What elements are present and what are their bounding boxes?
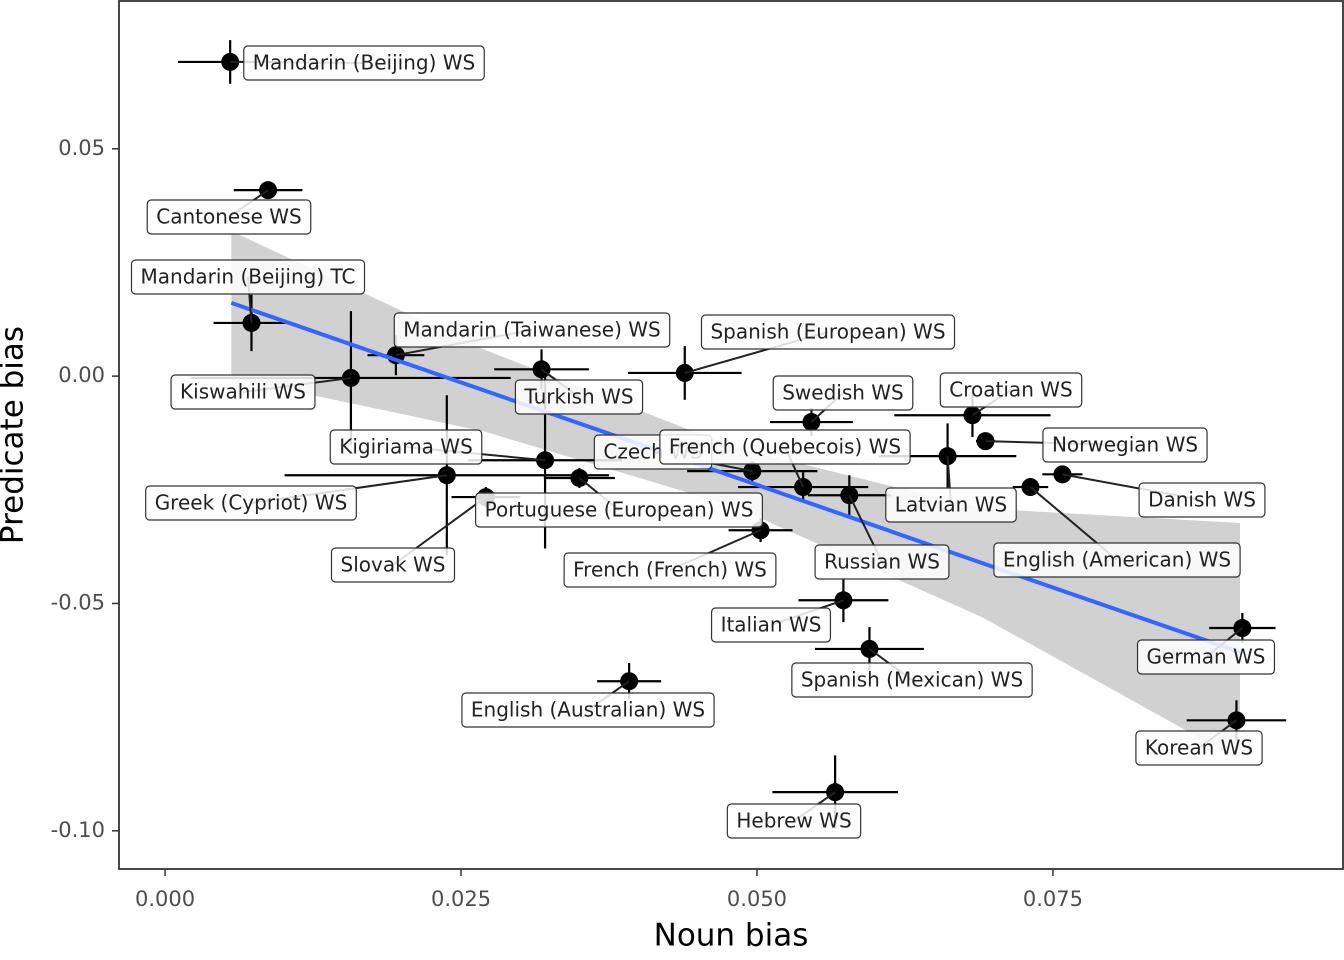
label-text: French (Quebecois) WS xyxy=(669,435,901,459)
label-box xyxy=(243,45,485,81)
point-label: Mandarin (Beijing) WS xyxy=(243,45,485,81)
y-tick-label: -0.05 xyxy=(51,590,105,614)
point-label: Hebrew WS xyxy=(726,803,862,839)
label-box xyxy=(563,552,777,588)
y-tick-label: 0.05 xyxy=(58,136,105,160)
label-text: English (American) WS xyxy=(1003,548,1231,572)
label-box xyxy=(659,429,911,465)
point-label: English (American) WS xyxy=(993,542,1241,578)
label-text: Cantonese WS xyxy=(156,205,302,229)
point-label: Portuguese (European) WS xyxy=(475,492,763,528)
plot-frame xyxy=(118,0,1344,870)
point-label: Mandarin (Beijing) TC xyxy=(130,259,366,295)
point-label: Croatian WS xyxy=(939,372,1083,408)
point-label: Swedish WS xyxy=(772,375,914,411)
y-tick-label: 0.00 xyxy=(58,363,105,387)
x-tick-label: 0.075 xyxy=(1023,887,1083,911)
point-label: Kigiriama WS xyxy=(329,429,483,465)
point-label: French (Quebecois) WS xyxy=(659,429,911,465)
label-box xyxy=(710,607,832,643)
label-box xyxy=(475,492,763,528)
label-text: Portuguese (European) WS xyxy=(485,498,754,522)
label-box xyxy=(726,803,862,839)
label-box xyxy=(146,199,312,235)
label-box xyxy=(772,375,914,411)
label-text: German WS xyxy=(1147,645,1266,669)
label-text: Mandarin (Beijing) WS xyxy=(253,51,475,75)
point-label: Danish WS xyxy=(1138,482,1266,518)
point-label: German WS xyxy=(1136,639,1276,675)
label-box xyxy=(885,487,1017,523)
label-box xyxy=(700,314,956,350)
label-text: Italian WS xyxy=(721,613,822,637)
label-box xyxy=(814,544,950,580)
label-text: Danish WS xyxy=(1148,488,1256,512)
label-box xyxy=(1042,427,1208,463)
point-label: Slovak WS xyxy=(330,547,456,583)
label-text: Swedish WS xyxy=(782,381,904,405)
label-box xyxy=(461,692,715,728)
x-tick-label: 0.025 xyxy=(431,887,491,911)
label-text: Mandarin (Taiwanese) WS xyxy=(403,318,660,342)
point-label: Spanish (European) WS xyxy=(700,314,956,350)
label-box xyxy=(329,429,483,465)
label-text: Turkish WS xyxy=(523,385,633,409)
point-label: Cantonese WS xyxy=(146,199,312,235)
y-tick-label: -0.10 xyxy=(51,818,105,842)
label-text: Russian WS xyxy=(824,550,940,574)
label-box xyxy=(993,542,1241,578)
point-label: Russian WS xyxy=(814,544,950,580)
x-axis-title: Noun bias xyxy=(654,918,809,954)
label-box xyxy=(130,259,366,295)
label-box xyxy=(1135,730,1263,766)
label-text: Kiswahili WS xyxy=(180,380,306,404)
label-text: Latvian WS xyxy=(895,493,1007,517)
label-box xyxy=(145,485,357,521)
label-text: Mandarin (Beijing) TC xyxy=(141,265,356,289)
label-text: Croatian WS xyxy=(949,378,1072,402)
fit-line xyxy=(230,301,1241,655)
label-box xyxy=(514,379,644,415)
x-tick-label: 0.000 xyxy=(135,887,195,911)
label-text: Slovak WS xyxy=(341,553,446,577)
label-box xyxy=(170,374,316,410)
point-label: Italian WS xyxy=(710,607,832,643)
x-tick-label: 0.050 xyxy=(727,887,787,911)
label-box xyxy=(939,372,1083,408)
y-axis-title: Predicate bias xyxy=(0,326,31,544)
point-label: Norwegian WS xyxy=(1042,427,1208,463)
point-label: French (French) WS xyxy=(563,552,777,588)
point-label: Korean WS xyxy=(1135,730,1263,766)
label-text: Kigiriama WS xyxy=(339,435,473,459)
label-box xyxy=(330,547,456,583)
point-label: Latvian WS xyxy=(885,487,1017,523)
label-text: Hebrew WS xyxy=(736,809,851,833)
point-label: Kiswahili WS xyxy=(170,374,316,410)
label-text: Spanish (European) WS xyxy=(710,320,945,344)
label-text: Korean WS xyxy=(1145,736,1253,760)
point-label: Mandarin (Taiwanese) WS xyxy=(393,312,671,348)
label-text: Norwegian WS xyxy=(1052,433,1198,457)
label-box xyxy=(791,662,1033,698)
label-box xyxy=(1136,639,1276,675)
label-box xyxy=(393,312,671,348)
point-label: Spanish (Mexican) WS xyxy=(791,662,1033,698)
point-label: Turkish WS xyxy=(514,379,644,415)
label-text: French (French) WS xyxy=(573,558,767,582)
label-text: English (Australian) WS xyxy=(471,698,705,722)
label-box xyxy=(1138,482,1266,518)
label-text: Spanish (Mexican) WS xyxy=(801,668,1023,692)
label-text: Greek (Cypriot) WS xyxy=(155,491,348,515)
point-label: English (Australian) WS xyxy=(461,692,715,728)
point-label: Greek (Cypriot) WS xyxy=(145,485,357,521)
